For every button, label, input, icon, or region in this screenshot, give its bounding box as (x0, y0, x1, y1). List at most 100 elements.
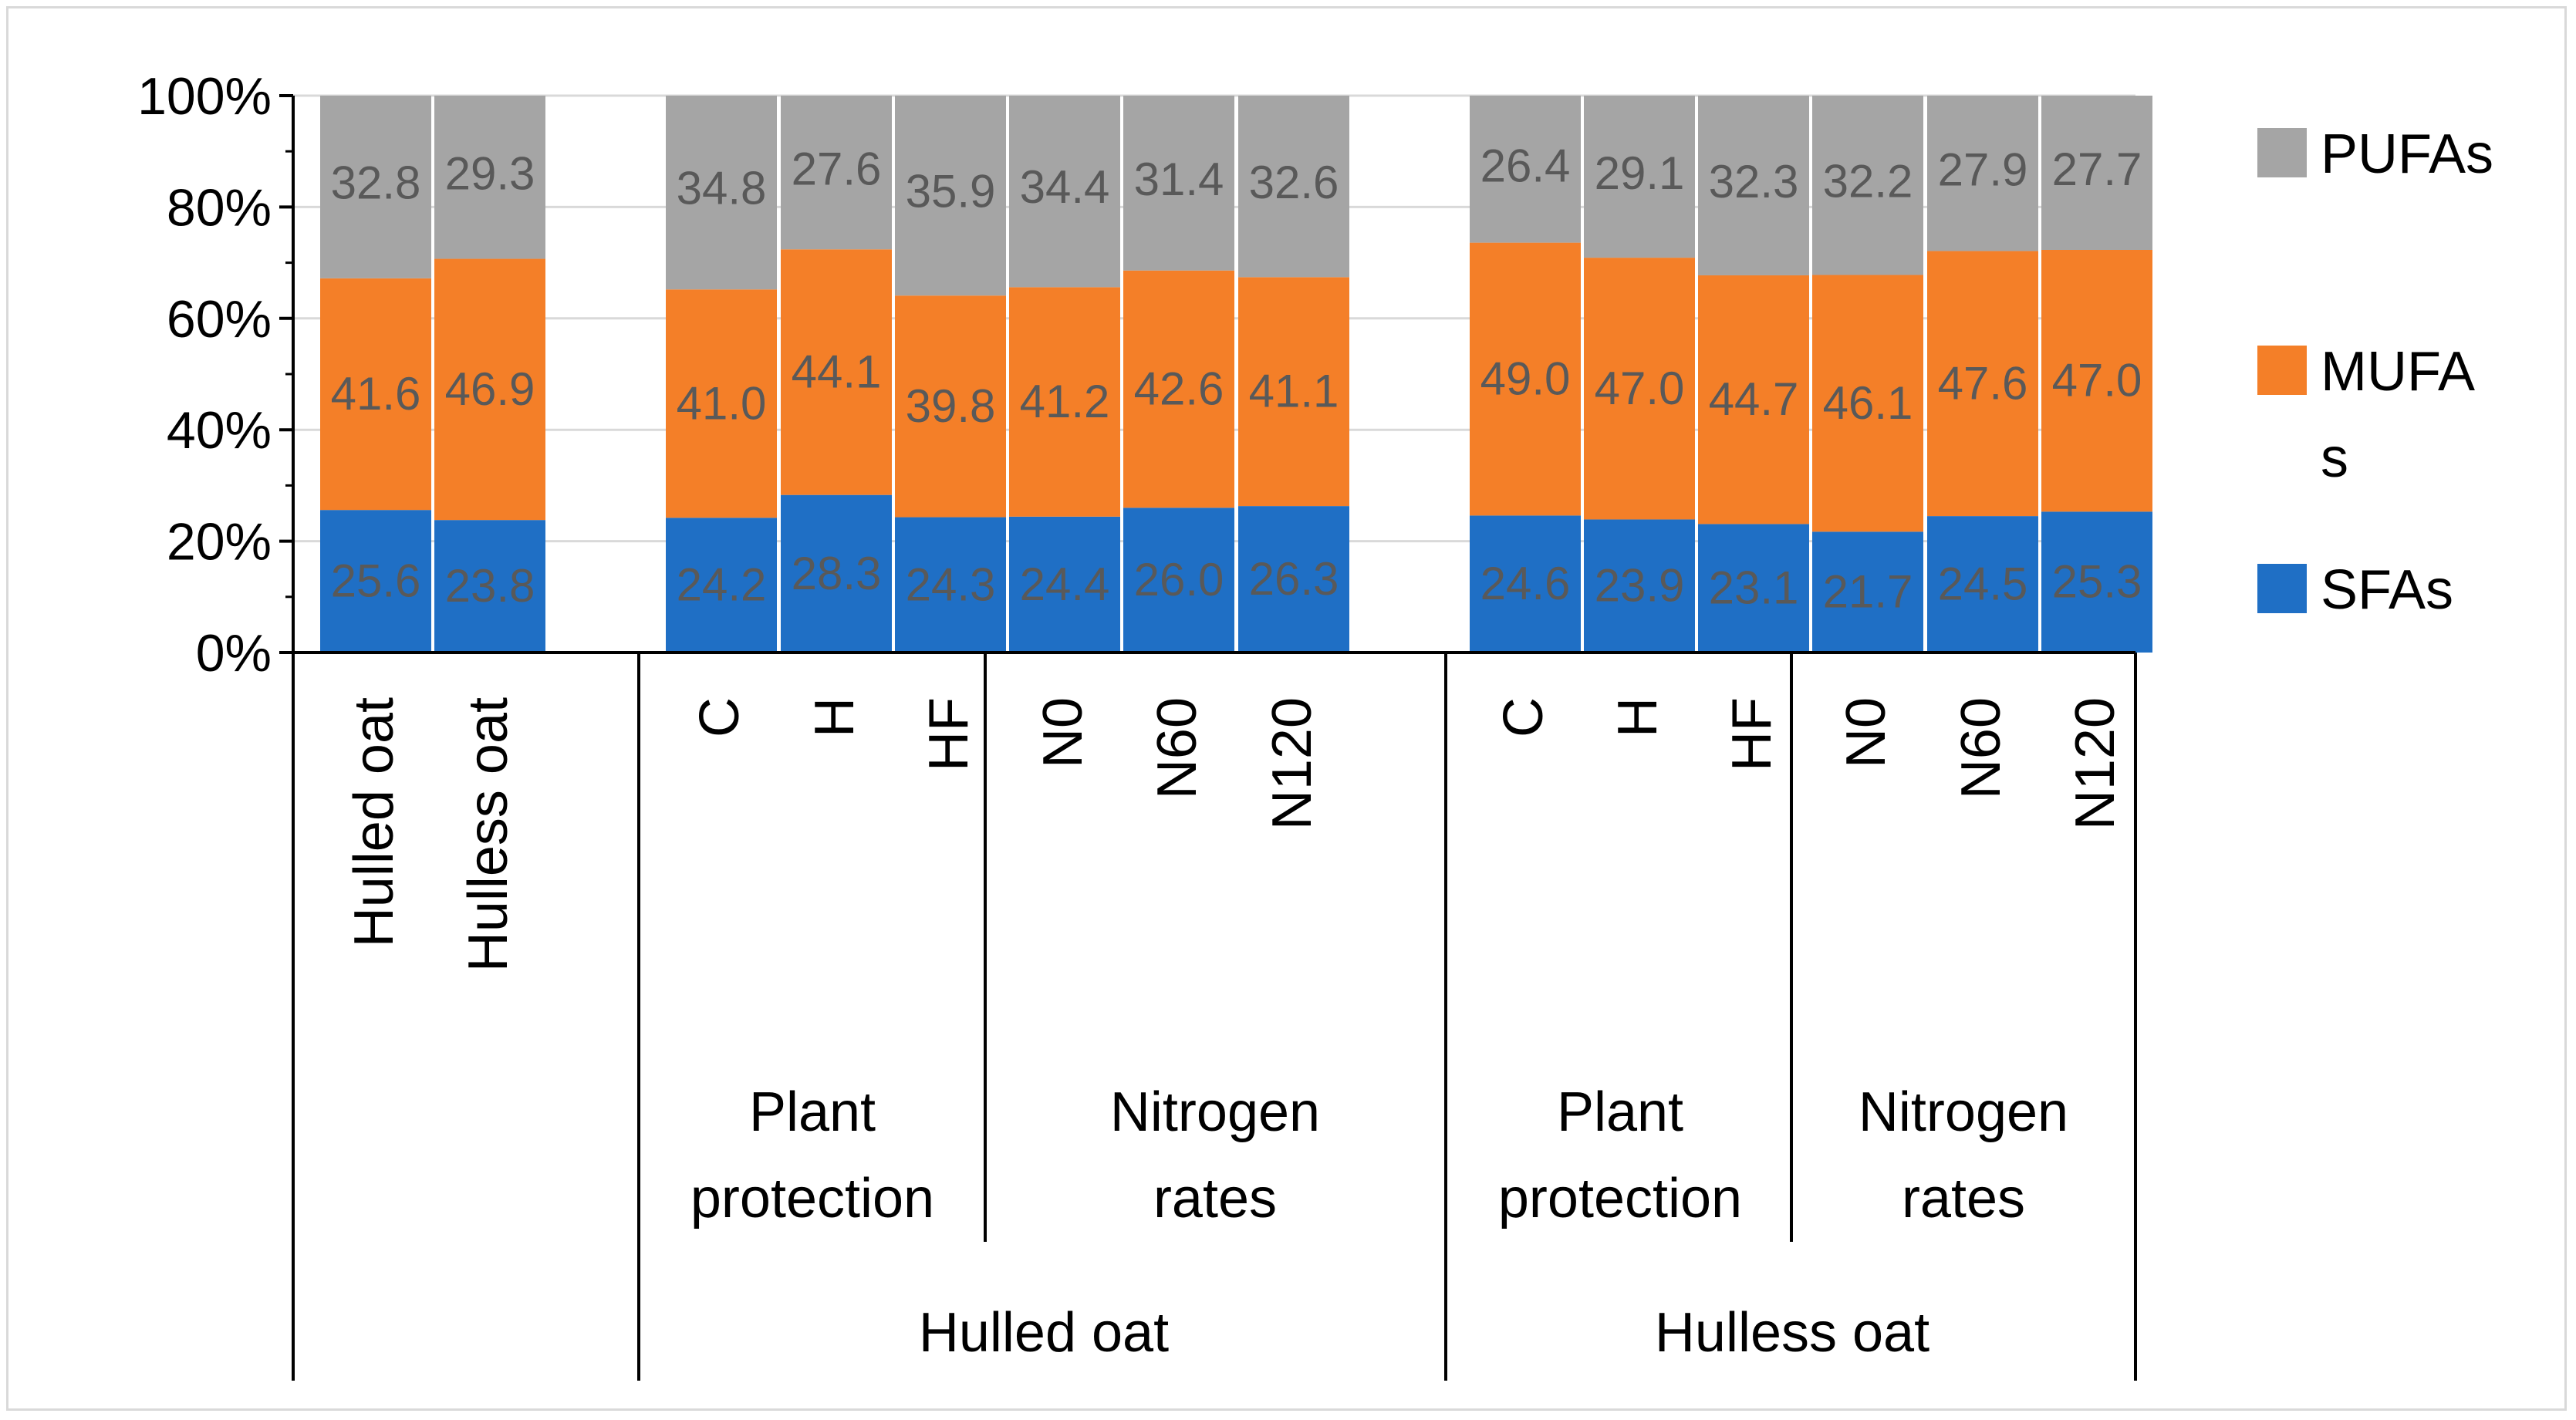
bar-segment-pufas (1812, 96, 1923, 275)
x-category-label: N0 (1032, 697, 1094, 768)
x-category-label: C (1493, 697, 1555, 737)
data-label: 28.3 (792, 548, 882, 599)
data-label: 27.7 (2052, 143, 2142, 195)
x-subgroup-label: protection (690, 1168, 934, 1229)
bar-segment-sfas (781, 494, 892, 653)
data-label: 44.7 (1709, 373, 1799, 425)
bar-segment-pufas (1927, 96, 2038, 251)
data-label: 26.4 (1480, 140, 1571, 191)
legend: PUFAs MUFA s SFAs (2257, 123, 2493, 621)
bar-segment-mufas (1123, 270, 1234, 508)
bar-segment-sfas (1584, 519, 1695, 653)
x-group-label: Hulless oat (1655, 1302, 1929, 1364)
x-subgroup-label: Plant (1557, 1081, 1683, 1143)
bar-segment-pufas (895, 96, 1006, 296)
x-axis-category-labels: Hulled oat Hulless oat C H HF N0 N60 N120 C H HF N0… (343, 697, 2126, 972)
y-tick-label: 100% (137, 67, 272, 126)
x-subgroup-label: Nitrogen (1859, 1081, 2068, 1143)
bar-segment-pufas (434, 96, 545, 259)
x-category-label: H (804, 697, 866, 737)
x-category-label: N120 (2065, 697, 2126, 830)
bar-segment-sfas (1238, 506, 1349, 653)
x-category-label: Hulless oat (457, 697, 519, 972)
x-category-label: N60 (1950, 697, 2012, 799)
bar-segment-sfas (2041, 511, 2152, 653)
x-category-label: N60 (1146, 697, 1208, 799)
y-axis-tick-labels: 0% 20% 40% 60% 80% 100% (137, 67, 272, 683)
y-tick-label: 40% (167, 401, 272, 460)
x-subgroup-label: Nitrogen (1110, 1081, 1320, 1143)
data-label: 26.3 (1249, 553, 1339, 605)
bar-segment-mufas (320, 278, 431, 511)
bar-segment-sfas (1009, 516, 1120, 653)
legend-swatch-mufas (2257, 346, 2307, 395)
legend-label: PUFAs (2321, 123, 2493, 185)
data-label: 31.4 (1134, 153, 1224, 205)
x-category-label: HF (918, 697, 980, 771)
x-subgroup-label: protection (1498, 1168, 1742, 1229)
bar-segment-pufas (781, 96, 892, 250)
data-label: 46.1 (1823, 377, 1913, 429)
data-label: 32.8 (331, 157, 421, 209)
data-label: 41.6 (331, 368, 421, 420)
legend-swatch-pufas (2257, 128, 2307, 177)
bar-segment-mufas (666, 289, 777, 518)
bar-segment-sfas (1123, 508, 1234, 653)
chart-frame (6, 6, 2567, 1411)
data-label: 27.6 (792, 143, 882, 195)
data-label: 24.4 (1020, 558, 1110, 610)
legend-label: s (2321, 427, 2348, 489)
data-label: 47.6 (1938, 357, 2028, 409)
data-label: 34.8 (677, 163, 767, 214)
bar-segment-mufas (1698, 275, 1809, 524)
data-label: 34.4 (1020, 161, 1110, 213)
data-label: 41.0 (677, 377, 767, 429)
legend-swatch-sfas (2257, 564, 2307, 613)
x-category-label: N0 (1835, 697, 1897, 768)
data-label: 25.6 (331, 555, 421, 607)
data-label: 23.8 (445, 560, 535, 612)
bar-segment-sfas (1927, 516, 2038, 653)
bar-segment-mufas (434, 258, 545, 521)
data-label: 46.9 (445, 363, 535, 415)
data-label: 24.6 (1480, 558, 1571, 609)
data-label: 41.2 (1020, 376, 1110, 427)
bar-segment-sfas (434, 520, 545, 653)
data-label: 32.6 (1249, 157, 1339, 208)
bar-segment-mufas (1584, 258, 1695, 520)
data-label: 26.0 (1134, 554, 1224, 605)
bar-segment-sfas (1470, 515, 1581, 653)
bar-segment-mufas (781, 249, 892, 495)
data-label: 23.9 (1595, 560, 1685, 612)
bar-segment-sfas (1812, 531, 1923, 653)
bar-segment-sfas (1698, 524, 1809, 653)
data-label: 32.2 (1823, 156, 1913, 207)
data-labels: 25.6 41.6 32.8 23.8 46.9 29.3 24.2 41.0 34.8 28.3… (331, 140, 2142, 617)
bar-segment-sfas (320, 510, 431, 653)
data-label: 23.1 (1709, 562, 1799, 614)
data-label: 21.7 (1823, 566, 1913, 618)
data-label: 32.3 (1709, 156, 1799, 207)
bar-segment-pufas (1698, 96, 1809, 275)
y-tick-label: 20% (167, 513, 272, 572)
x-group-label: Hulled oat (919, 1302, 1169, 1364)
bar-segment-mufas (1009, 287, 1120, 517)
x-subgroup-label: rates (1153, 1168, 1277, 1229)
data-label: 42.6 (1134, 363, 1224, 414)
bar-segment-pufas (1238, 96, 1349, 278)
bar-segment-pufas (1009, 96, 1120, 288)
bar-segment-mufas (1238, 277, 1349, 507)
data-label: 47.0 (2052, 355, 2142, 406)
legend-label: SFAs (2321, 559, 2453, 621)
data-label: 35.9 (906, 165, 996, 217)
legend-label: MUFA (2321, 341, 2475, 403)
x-category-label: HF (1721, 697, 1783, 771)
x-category-label: N120 (1261, 697, 1323, 830)
x-category-label: C (689, 697, 751, 737)
data-label: 47.0 (1595, 363, 1685, 414)
x-category-label: Hulled oat (343, 697, 405, 947)
data-label: 29.3 (445, 148, 535, 200)
x-axis-group-labels: Plant protection Nitrogen rates Plant protect… (690, 1081, 2068, 1364)
y-tick-label: 60% (167, 290, 272, 349)
